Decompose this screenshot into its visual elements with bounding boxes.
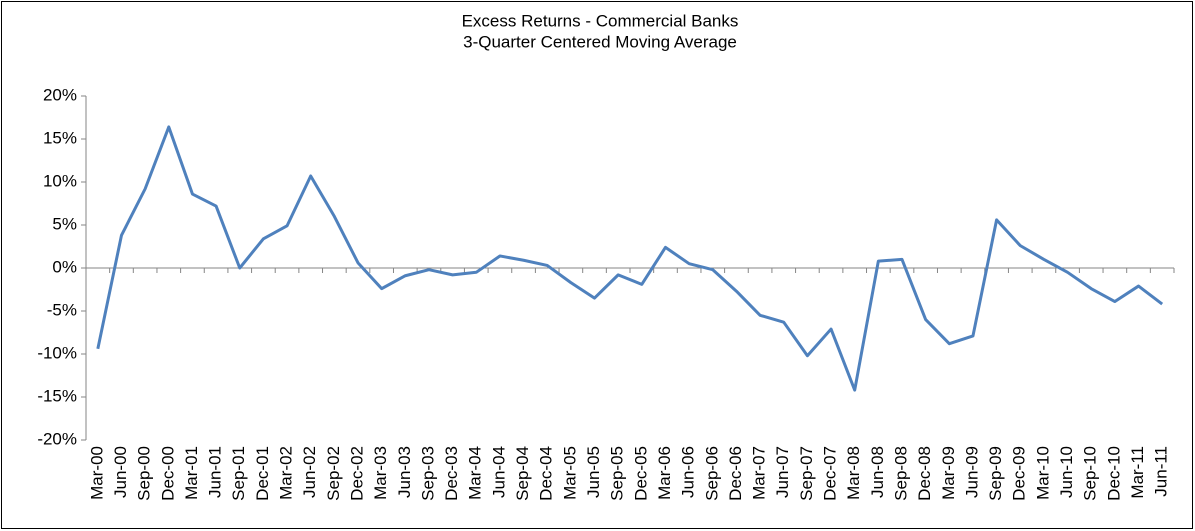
x-tick-label: Dec-03 [442, 446, 461, 501]
x-tick-label: Mar-00 [87, 446, 106, 500]
x-tick-label: Dec-02 [347, 446, 366, 501]
x-tick-label: Dec-00 [158, 446, 177, 501]
x-tick-label: Dec-07 [821, 446, 840, 501]
x-tick-label: Sep-04 [513, 446, 532, 501]
x-tick-label: Jun-08 [868, 446, 887, 498]
x-tick-label: Jun-07 [773, 446, 792, 498]
y-tick-label: 15% [43, 128, 77, 147]
x-tick-label: Mar-02 [277, 446, 296, 500]
x-tick-label: Mar-01 [182, 446, 201, 500]
x-tick-label: Dec-09 [1010, 446, 1029, 501]
x-tick-label: Mar-07 [750, 446, 769, 500]
x-tick-label: Jun-01 [206, 446, 225, 498]
y-tick-label: 0% [52, 257, 77, 276]
x-tick-label: Mar-06 [655, 446, 674, 500]
x-tick-label: Mar-05 [560, 446, 579, 500]
x-tick-label: Sep-06 [702, 446, 721, 501]
x-tick-label: Mar-03 [371, 446, 390, 500]
x-tick-label: Mar-09 [939, 446, 958, 500]
x-tick-label: Jun-09 [962, 446, 981, 498]
x-tick-label: Sep-10 [1081, 446, 1100, 501]
x-tick-label: Dec-10 [1104, 446, 1123, 501]
x-tick-label: Mar-10 [1033, 446, 1052, 500]
x-tick-label: Mar-04 [466, 446, 485, 500]
y-tick-label: -15% [37, 386, 77, 405]
y-tick-label: -10% [37, 343, 77, 362]
chart-title: Excess Returns - Commercial Banks [462, 11, 739, 30]
x-tick-label: Dec-04 [537, 446, 556, 501]
x-tick-label: Sep-09 [986, 446, 1005, 501]
x-tick-label: Jun-04 [489, 446, 508, 498]
x-tick-label: Sep-03 [418, 446, 437, 501]
chart-subtitle: 3-Quarter Centered Moving Average [463, 32, 737, 51]
y-tick-label: 5% [52, 214, 77, 233]
x-tick-label: Jun-06 [679, 446, 698, 498]
line-series [96, 125, 1164, 392]
y-tick-label: 20% [43, 85, 77, 104]
x-tick-label: Dec-08 [915, 446, 934, 501]
x-tick-label: Mar-08 [844, 446, 863, 500]
x-tick-label: Jun-11 [1152, 446, 1171, 497]
x-tick-label: Sep-00 [135, 446, 154, 501]
x-tick-label: Sep-05 [608, 446, 627, 501]
y-tick-label: 10% [43, 171, 77, 190]
x-tick-label: Jun-10 [1057, 446, 1076, 498]
x-tick-label: Sep-07 [797, 446, 816, 501]
x-tick-label: Dec-01 [253, 446, 272, 501]
x-tick-label: Mar-11 [1128, 446, 1147, 499]
x-tick-label: Sep-02 [324, 446, 343, 501]
x-tick-label: Sep-08 [891, 446, 910, 501]
x-tick-label: Dec-06 [726, 446, 745, 501]
x-tick-label: Dec-05 [631, 446, 650, 501]
x-tick-label: Sep-01 [229, 446, 248, 501]
x-tick-label: Jun-02 [300, 446, 319, 498]
y-tick-label: -5% [47, 300, 77, 319]
y-tick-label: -20% [37, 429, 77, 448]
x-tick-label: Jun-03 [395, 446, 414, 498]
x-tick-label: Jun-05 [584, 446, 603, 498]
x-tick-label: Jun-00 [111, 446, 130, 498]
